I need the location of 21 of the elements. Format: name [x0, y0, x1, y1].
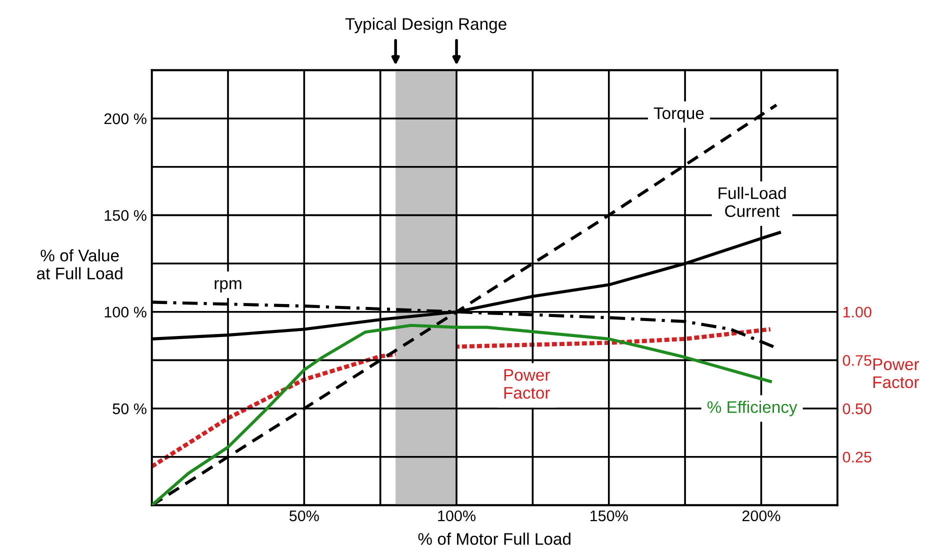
x-tick-label: 100% — [438, 510, 476, 522]
series-label: Full-Load Current — [718, 186, 786, 218]
y-axis-title: % of Value at Full Load — [37, 249, 122, 280]
x-tick-label: 150% — [590, 510, 628, 522]
x-tick-label: 50% — [289, 510, 319, 522]
x-axis-title: % of Motor Full Load — [418, 532, 570, 545]
x-tick-label: 200% — [742, 510, 780, 522]
series-label: Torque — [654, 107, 704, 122]
band-label: Typical Design Range — [345, 18, 506, 34]
y-tick-label: 100 % — [104, 306, 146, 318]
y-tick-label: 50 % — [112, 403, 146, 414]
y2-tick-label: 0.50 — [842, 403, 872, 414]
y2-tick-label: 0.75 — [842, 355, 872, 366]
y-tick-label: 150 % — [104, 210, 146, 221]
y2-tick-label: 1.00 — [843, 306, 872, 318]
series-label: % Efficiency — [707, 400, 798, 416]
series-label: rpm — [214, 280, 242, 293]
y2-tick-label: 0.25 — [842, 452, 872, 463]
y-tick-label: 200 % — [104, 113, 146, 124]
series-label: Power Factor — [504, 369, 550, 399]
y2-axis-title: Power Factor — [873, 358, 919, 388]
